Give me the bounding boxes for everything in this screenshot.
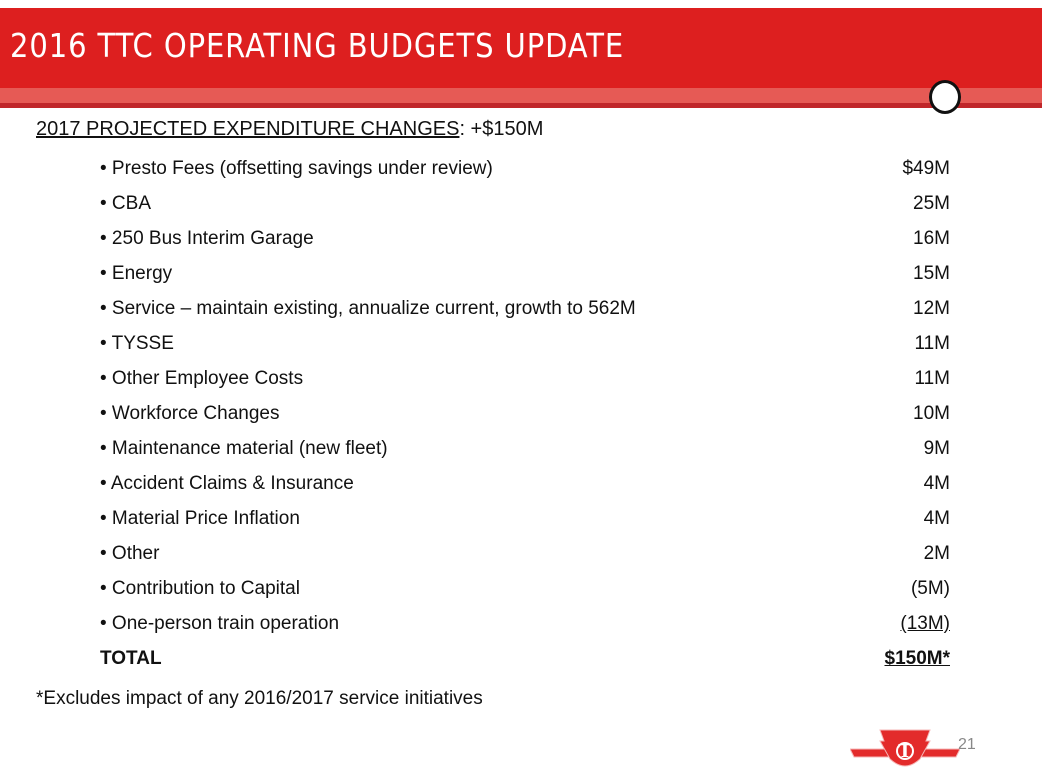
section-heading: 2017 PROJECTED EXPENDITURE CHANGES: +$15…	[36, 118, 543, 141]
footnote: *Excludes impact of any 2016/2017 servic…	[36, 688, 483, 709]
expenditure-row: • Presto Fees (offsetting savings under …	[100, 158, 950, 188]
total-value: $150M*	[884, 648, 951, 669]
row-value: 9M	[923, 438, 950, 459]
total-label: TOTAL	[100, 648, 162, 669]
row-label: • Contribution to Capital	[100, 578, 300, 599]
row-value: 16M	[913, 228, 950, 249]
row-value: $49M	[902, 158, 950, 179]
header-line	[0, 103, 1042, 108]
row-value: (13M)	[900, 613, 950, 634]
page-number: 21	[958, 736, 976, 753]
row-value: 12M	[913, 298, 950, 319]
svg-text:T: T	[898, 741, 912, 762]
expenditure-row: • TYSSE 11M	[100, 333, 950, 363]
row-label: • 250 Bus Interim Garage	[100, 228, 314, 249]
expenditure-row: • One-person train operation (13M)	[100, 613, 950, 643]
header-band	[0, 88, 1042, 103]
expenditure-row: • Service – maintain existing, annualize…	[100, 298, 950, 328]
expenditure-row: • Contribution to Capital (5M)	[100, 578, 950, 608]
row-label: • Material Price Inflation	[100, 508, 300, 529]
row-value: (5M)	[910, 578, 950, 599]
row-value: 2M	[923, 543, 950, 564]
row-label: • Other	[100, 543, 160, 564]
row-label: • Service – maintain existing, annualize…	[100, 298, 636, 319]
row-value: 10M	[913, 403, 950, 424]
row-value: 4M	[923, 473, 950, 494]
expenditure-row: • Material Price Inflation 4M	[100, 508, 950, 538]
expenditure-row: • Energy 15M	[100, 263, 950, 293]
title-bar: 2016 TTC OPERATING BUDGETS UPDATE	[0, 8, 1042, 88]
section-heading-label: 2017 PROJECTED EXPENDITURE CHANGES	[36, 118, 460, 140]
expenditure-row: • CBA 25M	[100, 193, 950, 223]
slide-title: 2016 TTC OPERATING BUDGETS UPDATE	[10, 26, 625, 65]
row-value: 15M	[913, 263, 950, 284]
row-value: 11M	[914, 333, 950, 354]
row-label: • Maintenance material (new fleet)	[100, 438, 388, 459]
row-label: • Accident Claims & Insurance	[100, 473, 354, 494]
expenditure-row: • 250 Bus Interim Garage 16M	[100, 228, 950, 258]
row-label: • Presto Fees (offsetting savings under …	[100, 158, 493, 179]
row-label: • CBA	[100, 193, 151, 214]
row-label: • Workforce Changes	[100, 403, 280, 424]
row-value: 11M	[914, 368, 950, 389]
row-label: • Other Employee Costs	[100, 368, 304, 389]
expenditure-row: • Accident Claims & Insurance 4M	[100, 473, 950, 503]
row-label: • Energy	[100, 263, 173, 284]
row-value: 4M	[923, 508, 950, 529]
expenditure-row: • Workforce Changes 10M	[100, 403, 950, 433]
expenditure-row: • Other 2M	[100, 543, 950, 573]
total-row: TOTAL $150M*	[100, 648, 950, 678]
row-label: • TYSSE	[100, 333, 174, 354]
row-value: 25M	[913, 193, 950, 214]
row-label: • One-person train operation	[100, 613, 340, 634]
circle-marker	[929, 80, 961, 114]
expenditure-row: • Maintenance material (new fleet) 9M	[100, 438, 950, 468]
ttc-logo: T	[849, 727, 961, 780]
expenditure-row: • Other Employee Costs 11M	[100, 368, 950, 398]
section-heading-value: : +$150M	[459, 118, 544, 140]
